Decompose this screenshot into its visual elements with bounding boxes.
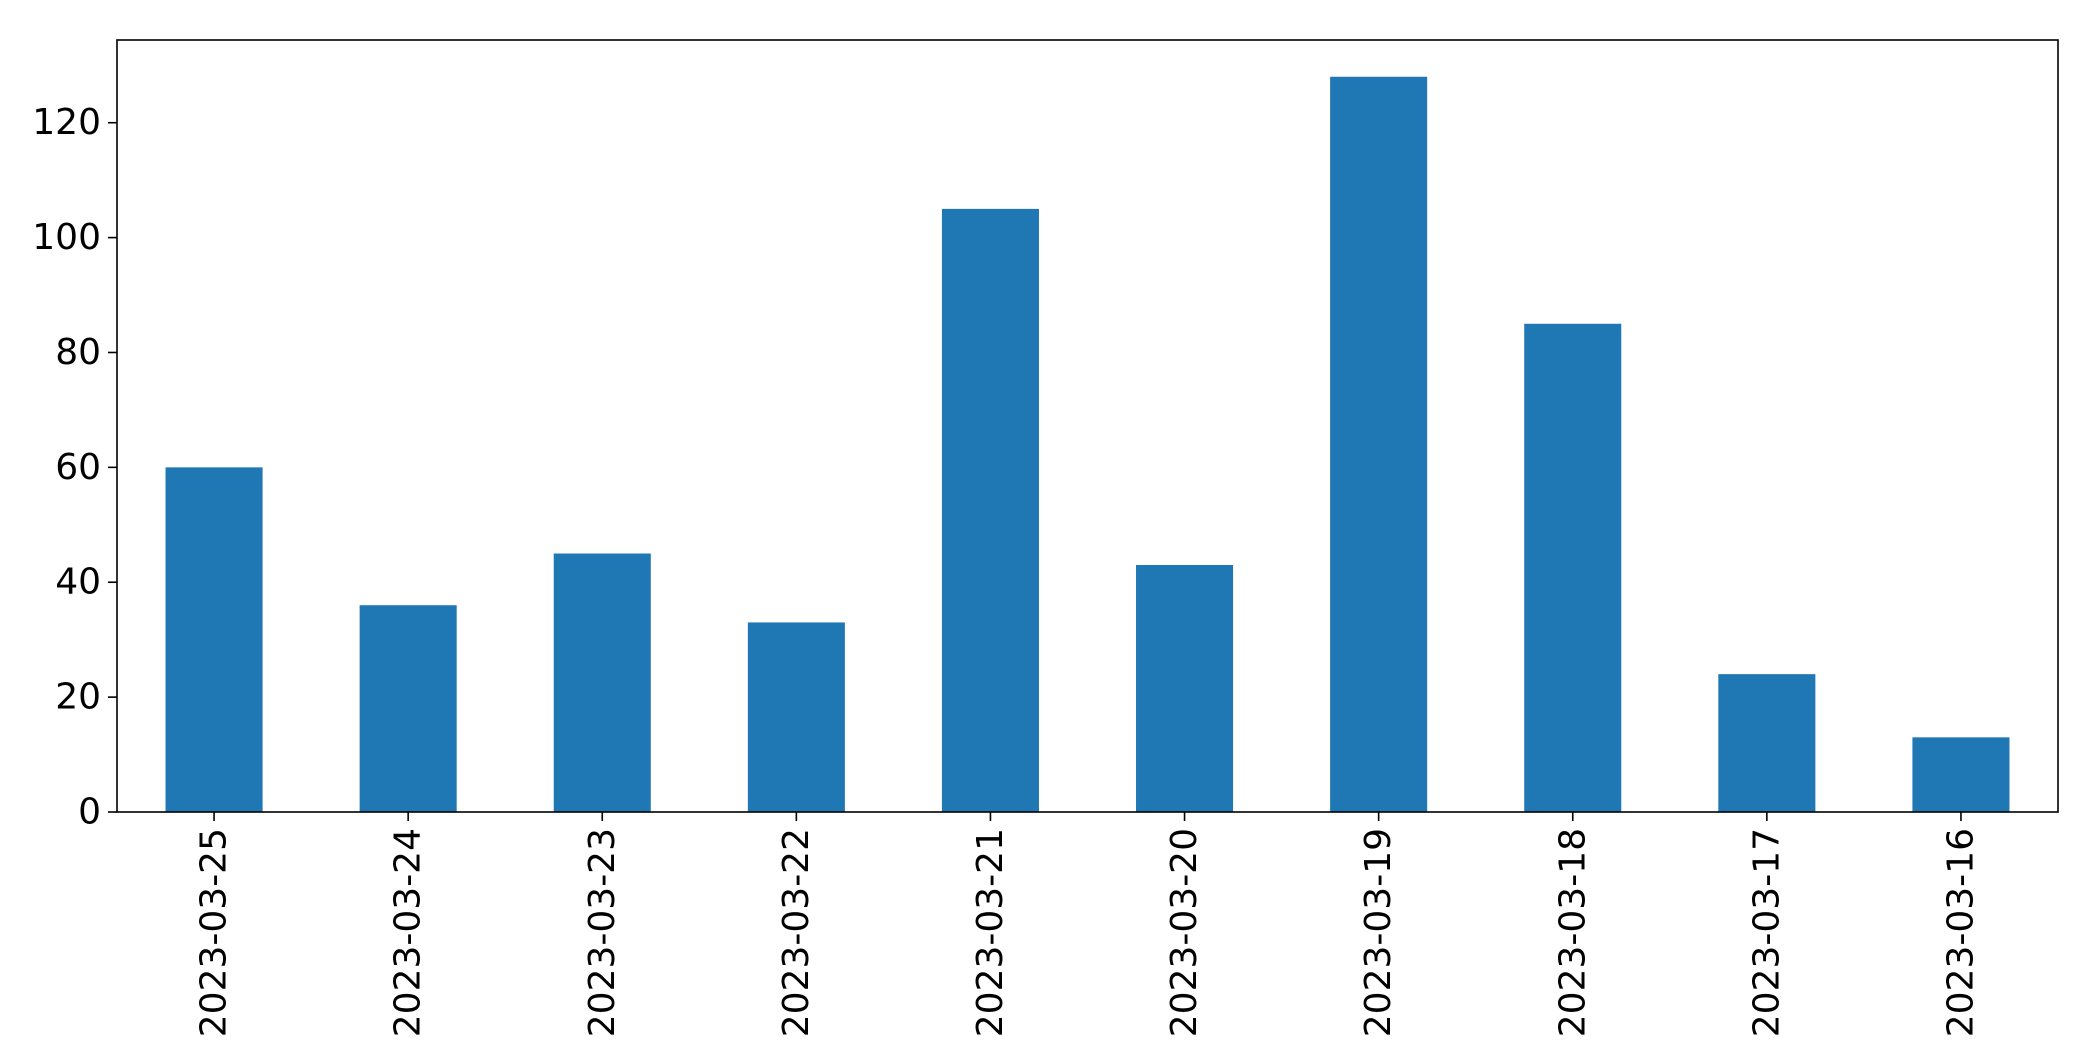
- x-tick-label: 2023-03-24: [388, 828, 429, 1037]
- bar-2023-03-23: [553, 553, 651, 812]
- x-tick-label: 2023-03-20: [1164, 828, 1205, 1037]
- y-axis-ticks: 0 20 40 60 80 100 120: [32, 102, 117, 833]
- y-tick-label: 0: [78, 792, 101, 833]
- plot-frame: [116, 39, 2059, 813]
- y-tick-label: 100: [32, 217, 101, 258]
- bar-2023-03-22: [747, 622, 845, 812]
- bar-2023-03-16: [1912, 737, 2010, 812]
- bar-2023-03-24: [359, 605, 457, 812]
- bar-2023-03-17: [1718, 674, 1816, 812]
- y-tick-label: 80: [55, 332, 101, 373]
- x-tick-label: 2023-03-16: [1940, 828, 1981, 1037]
- x-tick-label: 2023-03-23: [582, 828, 623, 1037]
- bar-2023-03-21: [941, 208, 1039, 813]
- x-tick-label: 2023-03-22: [776, 828, 817, 1037]
- x-tick-label: 2023-03-17: [1746, 828, 1787, 1037]
- x-tick-label: 2023-03-25: [194, 828, 235, 1037]
- x-tick-label: 2023-03-21: [970, 828, 1011, 1037]
- bar-2023-03-20: [1136, 565, 1234, 812]
- bar-2023-03-18: [1524, 323, 1622, 812]
- y-tick-label: 60: [55, 447, 101, 488]
- bar-2023-03-25: [165, 467, 263, 812]
- y-tick-label: 40: [55, 562, 101, 603]
- bar-2023-03-19: [1330, 76, 1428, 812]
- y-tick-label: 120: [32, 102, 101, 143]
- x-tick-label: 2023-03-19: [1358, 828, 1399, 1037]
- x-axis-ticks: 2023-03-25 2023-03-24 2023-03-23 2023-03-22…: [194, 812, 1981, 1037]
- bars-layer: [165, 76, 2010, 813]
- y-tick-label: 20: [55, 677, 101, 718]
- x-tick-label: 2023-03-18: [1552, 828, 1593, 1037]
